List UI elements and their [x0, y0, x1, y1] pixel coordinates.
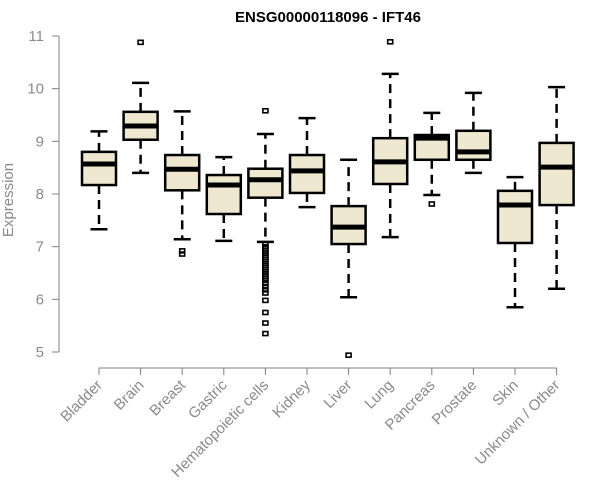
box-group-brain: [122, 39, 159, 175]
iqr-box: [538, 141, 575, 207]
outlier-point: [262, 330, 269, 337]
outlier-point: [386, 38, 394, 45]
y-tick-label: 10: [27, 81, 44, 98]
boxes-layer: [80, 38, 575, 358]
outlier-point: [178, 248, 186, 254]
iqr-box: [247, 167, 284, 199]
box-group-lung: [371, 38, 409, 239]
outlier-point: [262, 320, 269, 326]
x-tick-label: Breast: [146, 376, 189, 419]
x-tick-label: Prostate: [429, 377, 481, 429]
x-tick-label: Skin: [489, 377, 522, 410]
iqr-box: [205, 173, 243, 216]
box-group-kidney: [288, 116, 326, 209]
outlier-point: [262, 309, 269, 316]
box-group-skin: [496, 175, 534, 309]
outlier-point: [428, 201, 436, 207]
x-tick-label: Liver: [320, 377, 355, 412]
outlier-point: [345, 352, 352, 358]
x-tick-label: Kidney: [269, 376, 314, 421]
y-tick-label: 9: [36, 133, 44, 150]
y-tick-label: 7: [36, 239, 44, 256]
iqr-box: [288, 153, 326, 195]
box-group-hematopoietic-cells: [247, 107, 284, 337]
iqr-box: [163, 153, 201, 192]
y-tick-label: 6: [36, 291, 44, 308]
box-group-liver: [330, 158, 367, 358]
x-tick-label: Bladder: [57, 377, 106, 426]
box-group-prostate: [455, 91, 492, 175]
iqr-box: [496, 189, 534, 245]
box-group-gastric: [205, 155, 243, 243]
box-group-breast: [163, 110, 201, 257]
outlier-point: [262, 107, 269, 114]
outlier-point: [262, 277, 269, 284]
iqr-box: [455, 129, 492, 162]
y-tick-label: 8: [36, 186, 44, 203]
outlier-point: [178, 251, 186, 257]
x-tick-label: Brain: [111, 377, 148, 414]
box-group-bladder: [80, 130, 118, 231]
outlier-point: [137, 39, 144, 46]
y-axis: 5 6 7 8 9 10 11: [27, 28, 60, 361]
box-group-pancreas: [413, 111, 451, 207]
outlier-point: [262, 287, 269, 293]
outlier-point: [262, 280, 269, 287]
x-tick-label: Lung: [361, 377, 397, 413]
y-tick-label: 5: [36, 344, 44, 361]
iqr-box: [80, 150, 118, 187]
outlier-point: [262, 283, 269, 290]
chart-title: ENSG00000118096 - IFT46: [235, 9, 421, 26]
y-tick-label: 11: [28, 28, 44, 45]
outlier-point: [262, 297, 269, 304]
box-group-unknown-other: [538, 85, 575, 291]
outlier-point: [262, 290, 269, 296]
y-axis-label: Expression: [0, 163, 17, 237]
